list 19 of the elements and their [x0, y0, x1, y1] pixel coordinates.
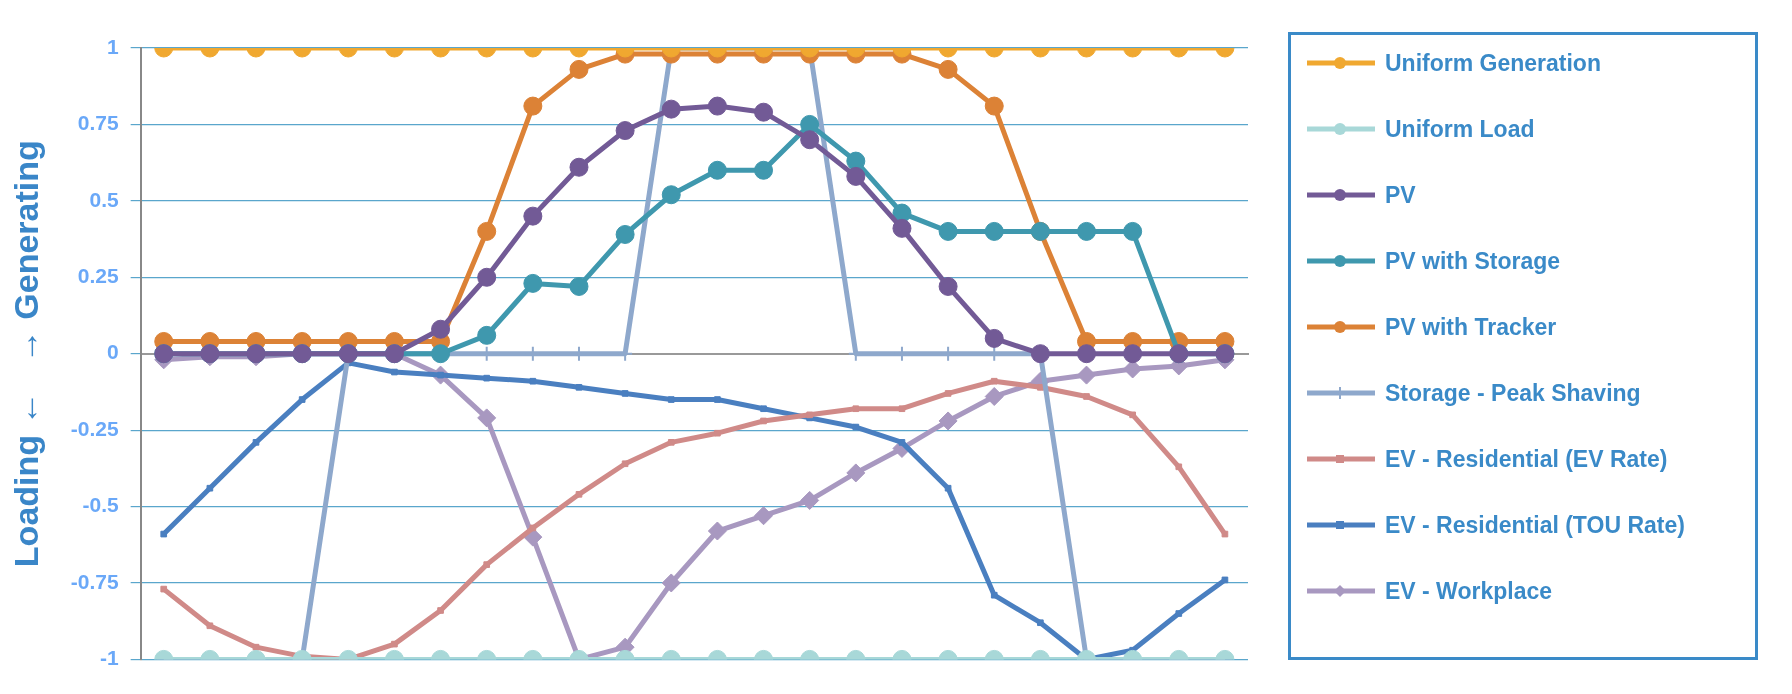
- legend-label: EV - Residential (EV Rate): [1385, 445, 1668, 473]
- legend-label: Uniform Generation: [1385, 49, 1601, 77]
- y-tick-label: -0.5: [82, 493, 119, 517]
- legend-label: PV: [1385, 181, 1416, 209]
- legend-label: EV - Residential (TOU Rate): [1385, 511, 1685, 539]
- y-axis-title: Loading ← → Generating: [6, 140, 45, 568]
- y-tick-label: 1: [106, 34, 119, 58]
- y-tick-label: 0.25: [77, 264, 119, 288]
- y-tick-label: -0.75: [70, 569, 119, 593]
- y-tick-label: 0.5: [89, 187, 119, 211]
- legend-label: PV with Storage: [1385, 247, 1561, 275]
- y-tick-label: 0: [106, 340, 119, 364]
- legend-label: PV with Tracker: [1385, 313, 1557, 341]
- legend-label: EV - Workplace: [1385, 577, 1553, 605]
- legend-label: Uniform Load: [1385, 115, 1535, 143]
- legend-label: Storage - Peak Shaving: [1385, 379, 1641, 407]
- y-tick-label: -1: [99, 646, 119, 670]
- y-tick-label: -0.25: [70, 416, 119, 440]
- y-tick-label: 0.75: [77, 111, 119, 135]
